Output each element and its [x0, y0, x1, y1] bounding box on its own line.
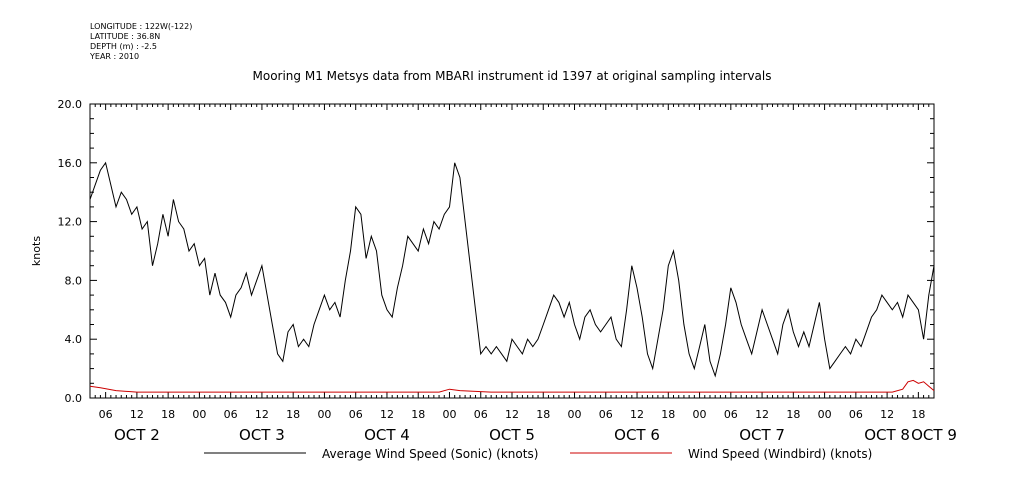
x-tick-label: 12 — [380, 408, 394, 421]
x-axis: 06 12 18 00 06 12 18 00 06 12 18 00 06 12 18 00 06 12 18 00… — [89, 104, 957, 444]
series-line-1 — [89, 379, 935, 393]
x-tick-label: 18 — [661, 408, 675, 421]
x-day-label: OCT 2 — [114, 426, 160, 444]
x-tick-label: 18 — [536, 408, 550, 421]
x-tick-label: 12 — [505, 408, 519, 421]
plot-frame — [89, 103, 935, 399]
x-tick-label: 18 — [911, 408, 925, 421]
x-tick-label: 00 — [818, 408, 832, 421]
y-axis-label: knots — [30, 236, 43, 266]
x-tick-label: 06 — [349, 408, 363, 421]
x-tick-label: 06 — [99, 408, 113, 421]
x-tick-label: 12 — [255, 408, 269, 421]
x-tick-label: 12 — [630, 408, 644, 421]
x-day-label: OCT 9 — [911, 426, 957, 444]
latitude-text: LATITUDE : 36.8N — [90, 32, 161, 41]
chart-title: Mooring M1 Metsys data from MBARI instru… — [253, 69, 772, 83]
x-tick-label: 06 — [224, 408, 238, 421]
series-layer — [89, 161, 935, 393]
x-tick-label: 00 — [442, 408, 456, 421]
x-tick-label: 00 — [693, 408, 707, 421]
x-tick-label: 12 — [755, 408, 769, 421]
y-tick-label: 16.0 — [58, 157, 83, 170]
y-tick-label: 8.0 — [65, 274, 83, 287]
x-day-label: OCT 5 — [489, 426, 535, 444]
x-day-label: OCT 7 — [739, 426, 785, 444]
y-tick-label: 4.0 — [65, 333, 83, 346]
x-tick-label: 06 — [849, 408, 863, 421]
x-day-label: OCT 6 — [614, 426, 660, 444]
x-day-label: OCT 3 — [239, 426, 285, 444]
x-day-label: OCT 4 — [364, 426, 410, 444]
series-line-0 — [89, 161, 935, 378]
y-tick-label: 20.0 — [58, 98, 83, 111]
legend-label-windbird: Wind Speed (Windbird) (knots) — [688, 447, 872, 461]
x-tick-label: 18 — [786, 408, 800, 421]
metadata-block: LONGITUDE : 122W(-122) LATITUDE : 36.8N … — [90, 22, 192, 62]
legend-label-sonic: Average Wind Speed (Sonic) (knots) — [322, 447, 538, 461]
legend: Average Wind Speed (Sonic) (knots) Wind … — [204, 447, 872, 461]
x-tick-label: 18 — [286, 408, 300, 421]
y-tick-label: 0.0 — [65, 392, 83, 405]
y-tick-label: 12.0 — [58, 216, 83, 229]
x-tick-label: 00 — [568, 408, 582, 421]
y-axis: 0.0 4.0 8.0 12.0 16.0 20.0 — [58, 98, 934, 405]
x-tick-label: 18 — [161, 408, 175, 421]
x-tick-label: 06 — [474, 408, 488, 421]
x-tick-label: 12 — [130, 408, 144, 421]
x-tick-label: 06 — [724, 408, 738, 421]
x-tick-label: 18 — [411, 408, 425, 421]
x-tick-label: 06 — [599, 408, 613, 421]
x-tick-label: 00 — [317, 408, 331, 421]
x-tick-label: 12 — [880, 408, 894, 421]
longitude-text: LONGITUDE : 122W(-122) — [90, 22, 193, 31]
x-tick-label: 00 — [192, 408, 206, 421]
year-text: YEAR : 2010 — [90, 52, 140, 61]
depth-text: DEPTH (m) : -2.5 — [90, 42, 157, 51]
x-day-label: OCT 8 — [864, 426, 910, 444]
